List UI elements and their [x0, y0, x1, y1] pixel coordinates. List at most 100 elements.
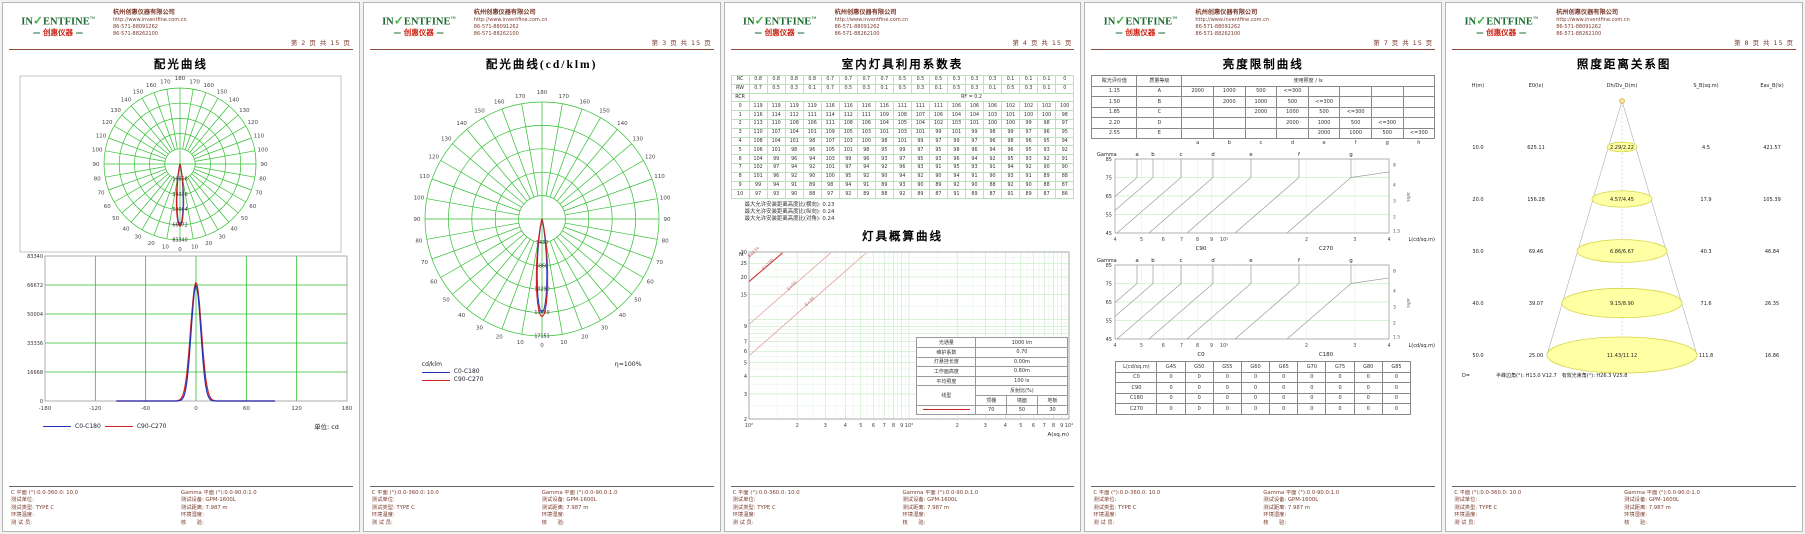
line-type-sample — [923, 409, 970, 411]
svg-text:5: 5 — [743, 360, 746, 366]
svg-text:50.0: 50.0 — [1473, 353, 1484, 359]
svg-text:9: 9 — [900, 423, 903, 429]
report-page-8[interactable]: IN✓ENTFINE™ — 创惠仪器 — 杭州创惠仪器有限公司 http://w… — [1445, 2, 1803, 532]
lvalues-row: C90 0 0 0 0 0 0 0 0 0 — [1115, 382, 1412, 394]
test-meta-left: C 平面 (°):0.0-360.0: 10.0 测试单位: 测试类型: TYPE … — [372, 490, 542, 527]
report-page-3[interactable]: IN✓ENTFINE™ — 创惠仪器 — 杭州创惠仪器有限公司 http://w… — [362, 2, 721, 532]
meta-line: 测 试 员: — [371, 519, 393, 526]
svg-text:39.07: 39.07 — [1529, 301, 1543, 307]
svg-text:f: f — [1298, 258, 1301, 264]
test-meta-footer: C 平面 (°):0.0-360.0: 10.0 测试单位: 测试类型: TYPE … — [9, 485, 353, 529]
svg-text:6: 6 — [1162, 343, 1165, 349]
utilization-header-rw: RW 0.7 0.5 0.3 0.1 0.7 0.5 0.3 0.1 0.5 0.3 0.1 0.5 0.… — [730, 83, 1075, 94]
legend-line-blue-icon — [421, 371, 450, 373]
param-row: 工作面高度 0.80m — [916, 366, 1069, 377]
polar-distribution-chart-cdklm: 0 10 10 20 20 30 30 40 40 50 50 60 60 70 70 80 80 90 90 100… — [413, 90, 670, 349]
svg-text:120: 120 — [102, 120, 113, 126]
utilization-row: 9 99 94 91 89 98 94 91 89 93 90 89 92 90 88 92 90 88 87 — [730, 180, 1075, 191]
svg-text:6: 6 — [1032, 423, 1035, 429]
brand-logo: IN✓ENTFINE™ — 创惠仪器 — — [372, 14, 466, 37]
meta-line: 测试单位: — [1454, 497, 1478, 504]
test-meta-footer: C 平面 (°):0.0-360.0: 10.0 测试单位: 测试类型: TYPE … — [369, 485, 714, 529]
check-icon: ✓ — [754, 13, 765, 28]
svg-text:a: a — [1136, 258, 1139, 264]
svg-text:5: 5 — [1140, 343, 1143, 349]
svg-text:60: 60 — [647, 280, 654, 286]
svg-text:110: 110 — [654, 174, 665, 180]
svg-text:20: 20 — [581, 334, 588, 340]
svg-text:120: 120 — [291, 406, 302, 412]
company-url: http://www.inventfine.com.cn — [113, 16, 187, 23]
meta-line: 核 验: — [541, 519, 565, 526]
report-page-7[interactable]: IN✓ENTFINE™ — 创惠仪器 — 杭州创惠仪器有限公司 http://w… — [1084, 2, 1443, 532]
svg-text:130: 130 — [441, 137, 452, 143]
brand-logo: IN✓ENTFINE™ — 创惠仪器 — — [11, 14, 105, 37]
meta-line: 测 试 员: — [11, 519, 33, 526]
report-page-2[interactable]: IN✓ENTFINE™ — 创惠仪器 — 杭州创惠仪器有限公司 http://w… — [2, 2, 360, 532]
svg-text:6.86/6.67: 6.86/6.67 — [1610, 249, 1634, 255]
svg-text:7: 7 — [1180, 237, 1183, 243]
utilization-row: 2 113 110 108 106 111 108 106 104 105 104 102 103 101… — [730, 118, 1075, 129]
reflect-header-row: 线型 反射比(%) — [916, 385, 1069, 406]
brand-name: IN✓ENTFINE™ — [21, 13, 95, 28]
svg-text:7: 7 — [882, 423, 885, 429]
svg-text:10: 10 — [517, 340, 524, 346]
test-meta-left: C 平面 (°):0.0-360.0: 10.0 测试单位: 测试类型: TYPE … — [1093, 490, 1263, 527]
svg-text:180: 180 — [342, 406, 353, 412]
company-info: 杭州创惠仪器有限公司 http://www.inventfine.com.cn … — [1556, 9, 1630, 37]
brand-cn: — 创惠仪器 — — [393, 27, 444, 37]
svg-text:7: 7 — [1042, 423, 1045, 429]
svg-text:71.6: 71.6 — [1701, 301, 1712, 307]
svg-text:16.86: 16.86 — [1765, 353, 1779, 359]
svg-text:11.43/11.12: 11.43/11.12 — [1607, 353, 1637, 359]
svg-text:7: 7 — [743, 340, 746, 346]
svg-text:4: 4 — [743, 374, 746, 380]
svg-text:120: 120 — [645, 155, 656, 161]
svg-text:45: 45 — [1106, 337, 1112, 343]
svg-text:4.57/4.45: 4.57/4.45 — [1610, 197, 1634, 203]
svg-text:8: 8 — [1393, 163, 1396, 169]
svg-text:0: 0 — [40, 399, 43, 405]
svg-text:55: 55 — [1106, 212, 1112, 218]
meta-line: C 平面 (°):0.0-360.0: 10.0 — [371, 489, 439, 496]
svg-text:65: 65 — [1106, 194, 1112, 200]
brand-cn: — 创惠仪器 — — [1476, 27, 1527, 37]
svg-text:80: 80 — [94, 177, 101, 183]
utilization-row: 8 101 96 92 90 100 95 92 90 94 92 90 94 91 90 93 91 89 88 — [730, 171, 1075, 182]
meta-line: C 平面 (°):0.0-360.0: 10.0 — [732, 489, 800, 496]
svg-text:9: 9 — [743, 324, 746, 330]
svg-text:3430: 3430 — [536, 240, 548, 246]
svg-text:半峰边角(°): H13.0 V12.7 有效光束角(°):: 半峰边角(°): H13.0 V12.7 有效光束角(°): H26.3 V25… — [1496, 372, 1627, 379]
svg-text:9: 9 — [1060, 423, 1063, 429]
svg-text:S_B(sq.m): S_B(sq.m) — [1694, 83, 1719, 89]
test-meta-left: C 平面 (°):0.0-360.0: 10.0 测试单位: 测试类型: TYPE … — [1454, 490, 1624, 527]
svg-text:-60: -60 — [141, 406, 150, 412]
svg-text:150: 150 — [133, 89, 144, 95]
limit-row: 2.20 D 2000 1000 500 <=300 — [1091, 117, 1436, 129]
svg-text:0: 0 — [179, 247, 183, 253]
report-page-4[interactable]: IN✓ENTFINE™ — 创惠仪器 — 杭州创惠仪器有限公司 http://w… — [723, 2, 1082, 532]
svg-text:180: 180 — [537, 90, 548, 96]
svg-text:130: 130 — [632, 137, 643, 143]
page-header: IN✓ENTFINE™ — 创惠仪器 — 杭州创惠仪器有限公司 http://w… — [1452, 5, 1796, 50]
spacing-notes: 最大允许安装距离高度比(横向): 0.23 最大允许安装距离高度比(纵向): 0… — [744, 202, 835, 223]
meta-line: 核 验: — [1624, 519, 1648, 526]
svg-text:60: 60 — [430, 280, 437, 286]
svg-text:110: 110 — [96, 133, 107, 139]
svg-text:160: 160 — [494, 100, 505, 106]
svg-text:16668: 16668 — [27, 370, 43, 376]
utilization-header-rcr: RCR RF = 0.2 — [730, 92, 1075, 103]
svg-text:50: 50 — [241, 216, 248, 222]
svg-text:8: 8 — [891, 423, 894, 429]
svg-text:17.9: 17.9 — [1701, 197, 1712, 203]
check-icon: ✓ — [1476, 13, 1487, 28]
svg-text:80: 80 — [415, 239, 422, 245]
meta-line: 测试设备: GPM-1600L — [180, 497, 236, 504]
svg-text:8: 8 — [1393, 269, 1396, 275]
svg-text:N: N — [739, 252, 743, 258]
svg-text:30: 30 — [219, 235, 226, 241]
svg-text:45: 45 — [1106, 231, 1112, 237]
svg-text:5: 5 — [859, 423, 862, 429]
